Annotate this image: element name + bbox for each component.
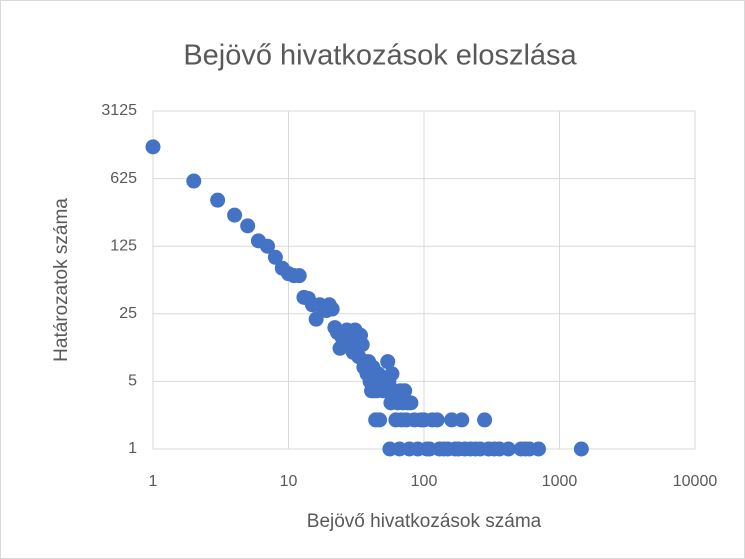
data-point <box>454 412 470 428</box>
data-point <box>227 207 243 223</box>
data-point <box>324 301 340 317</box>
x-tick-label: 100 <box>411 473 438 490</box>
x-tick-label: 10000 <box>673 473 718 490</box>
data-point <box>267 249 283 265</box>
x-tick-label: 10 <box>280 473 298 490</box>
y-tick-label: 1 <box>128 440 137 457</box>
data-point <box>260 238 276 254</box>
data-point <box>186 173 202 189</box>
data-point <box>291 268 307 284</box>
y-tick-label: 25 <box>119 305 137 322</box>
data-point <box>397 383 413 399</box>
chart-title: Bejövő hivatkozások eloszlása <box>183 40 577 72</box>
data-point <box>372 412 388 428</box>
data-point <box>500 441 516 457</box>
y-tick-label: 5 <box>128 373 137 390</box>
data-point <box>429 412 445 428</box>
data-point <box>384 366 400 382</box>
data-point <box>240 218 256 234</box>
data-point <box>573 441 589 457</box>
y-tick-label: 125 <box>110 237 137 254</box>
data-point <box>210 192 226 208</box>
y-axis-title: Határozatok száma <box>51 198 72 362</box>
data-point <box>380 354 396 370</box>
data-point <box>531 441 547 457</box>
x-tick-label: 1 <box>149 473 158 490</box>
x-tick-label: 1000 <box>542 473 578 490</box>
data-point <box>477 412 493 428</box>
data-point <box>354 337 370 353</box>
data-point <box>145 139 161 155</box>
data-point <box>308 311 324 327</box>
data-point <box>403 395 419 411</box>
y-tick-label: 625 <box>110 170 137 187</box>
x-axis-title: Bejövő hivatkozások száma <box>307 511 542 532</box>
y-tick-label: 3125 <box>101 102 137 119</box>
